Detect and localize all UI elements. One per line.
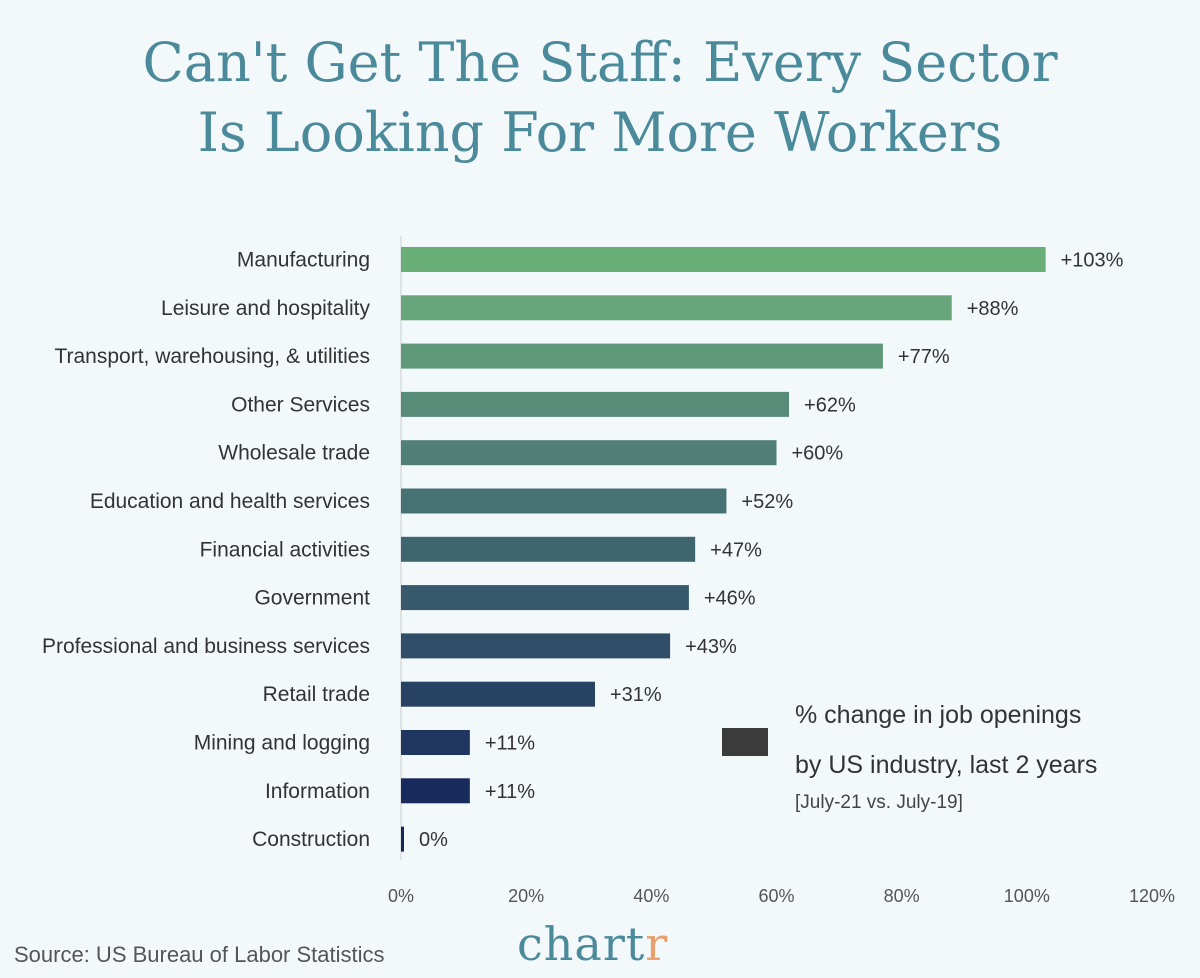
category-label: Information xyxy=(265,780,370,803)
bar xyxy=(401,633,671,659)
bar xyxy=(401,826,404,852)
legend-date-note: [July-21 vs. July-19] xyxy=(795,792,963,813)
value-label: +47% xyxy=(710,539,762,561)
x-tick-label: 60% xyxy=(758,886,794,906)
value-label: +31% xyxy=(610,684,662,706)
bar xyxy=(401,247,1046,272)
category-label: Retail trade xyxy=(263,683,370,706)
bar xyxy=(401,536,696,562)
x-tick-label: 0% xyxy=(388,886,414,906)
category-label: Leisure and hospitality xyxy=(161,297,370,320)
bar xyxy=(401,730,470,755)
legend-title: % change in job openings by US industry,… xyxy=(795,690,1195,790)
value-label: +11% xyxy=(485,733,535,755)
bar xyxy=(401,778,470,804)
x-tick-label: 80% xyxy=(884,886,920,906)
value-label: +60% xyxy=(792,443,844,465)
bar xyxy=(401,295,952,321)
chartr-logo: chartr xyxy=(517,917,668,971)
bar xyxy=(401,488,727,514)
source-note: Source: US Bureau of Labor Statistics xyxy=(14,942,385,967)
bar xyxy=(401,391,790,417)
bar xyxy=(401,440,777,466)
legend-swatch xyxy=(722,728,768,756)
bar xyxy=(401,681,596,707)
category-label: Transport, warehousing, & utilities xyxy=(54,345,370,368)
category-label: Professional and business services xyxy=(42,635,370,658)
category-label: Wholesale trade xyxy=(218,442,370,465)
value-label: +11% xyxy=(485,781,535,803)
bar xyxy=(401,585,689,611)
x-tick-label: 100% xyxy=(1004,886,1050,906)
value-label: 0% xyxy=(419,829,448,851)
logo-text: chart xyxy=(517,917,646,971)
category-label: Construction xyxy=(252,828,370,851)
chart-title-line-2: Is Looking For More Workers xyxy=(197,101,1003,164)
value-label: +52% xyxy=(741,491,793,513)
chart-title: Can't Get The Staff: Every Sector Is Loo… xyxy=(0,28,1200,168)
category-label: Financial activities xyxy=(200,538,370,561)
category-label: Manufacturing xyxy=(237,249,370,272)
category-label: Education and health services xyxy=(90,490,370,513)
category-label: Other Services xyxy=(231,393,370,416)
chart-title-line-1: Can't Get The Staff: Every Sector xyxy=(142,31,1058,94)
value-label: +77% xyxy=(898,346,950,368)
legend-line-1: % change in job openings xyxy=(795,701,1082,729)
x-tick-label: 40% xyxy=(633,886,669,906)
value-label: +88% xyxy=(967,298,1019,320)
logo-accent-letter: r xyxy=(645,917,669,971)
category-label: Mining and logging xyxy=(194,732,370,755)
bar xyxy=(401,343,883,369)
value-label: +43% xyxy=(685,636,737,658)
value-label: +46% xyxy=(704,588,756,610)
legend-line-2: by US industry, last 2 years xyxy=(795,751,1098,779)
x-tick-label: 120% xyxy=(1129,886,1175,906)
x-tick-label: 20% xyxy=(508,886,544,906)
value-label: +62% xyxy=(804,394,856,416)
category-label: Government xyxy=(254,587,370,610)
value-label: +103% xyxy=(1061,250,1124,272)
